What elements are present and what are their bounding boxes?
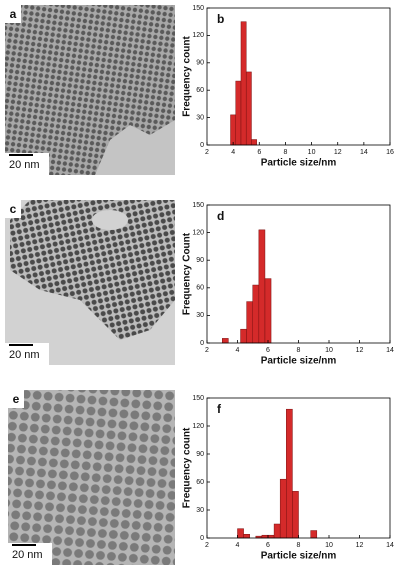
y-tick-label: 30: [196, 114, 204, 121]
x-tick-label: 4: [231, 149, 235, 156]
x-tick-label: 12: [356, 542, 364, 549]
x-tick-label: 8: [297, 542, 301, 549]
plot-frame: [206, 7, 391, 146]
bar: [310, 530, 318, 539]
y-tick-label: 60: [196, 87, 204, 94]
y-tick-label: 0: [200, 340, 204, 347]
y-tick-label: 120: [192, 32, 204, 39]
tem-image-c: [5, 200, 175, 365]
bar: [251, 139, 257, 146]
y-tick-label: 120: [192, 229, 204, 236]
bar: [235, 80, 242, 146]
bar: [246, 301, 253, 344]
y-tick-label: 0: [200, 535, 204, 542]
y-axis-label: Frequency count: [182, 36, 193, 117]
x-axis-label: Particle size/nm: [261, 551, 337, 562]
scale-bar-bg: [5, 343, 49, 365]
bar: [243, 534, 250, 539]
y-tick-label: 30: [196, 507, 204, 514]
scale-bar-bg: [5, 153, 49, 175]
bar: [222, 338, 229, 344]
x-tick-label: 8: [283, 149, 287, 156]
x-tick-label: 10: [325, 542, 333, 549]
bar: [261, 534, 269, 539]
scale-bar-label: 20 nm: [9, 159, 40, 171]
y-tick-label: 60: [196, 285, 204, 292]
y-tick-label: 150: [192, 202, 204, 209]
tem-image-a: [5, 5, 175, 175]
bar: [286, 408, 293, 539]
bar: [264, 278, 272, 344]
bar: [292, 491, 299, 539]
scale-bar-label: 20 nm: [9, 349, 40, 361]
bar: [252, 284, 260, 344]
x-tick-label: 14: [386, 542, 394, 549]
panel-label-bg: [5, 200, 21, 218]
bar: [279, 478, 287, 539]
panel-label: a: [10, 7, 17, 21]
panel-label-bg: [5, 5, 21, 23]
tem-image-e: [8, 390, 175, 565]
x-tick-label: 4: [236, 542, 240, 549]
y-tick-label: 90: [196, 257, 204, 264]
bar: [273, 523, 281, 539]
x-tick-label: 2: [205, 347, 209, 354]
x-tick-label: 12: [334, 149, 342, 156]
bar: [267, 534, 275, 539]
plot-frame: [206, 204, 391, 344]
x-tick-label: 14: [386, 347, 394, 354]
bar: [245, 71, 252, 146]
x-tick-label: 6: [266, 542, 270, 549]
x-tick-label: 2: [205, 542, 209, 549]
x-tick-label: 12: [356, 347, 364, 354]
x-axis-label: Particle size/nm: [261, 158, 337, 169]
bar: [240, 328, 247, 344]
y-tick-label: 30: [196, 312, 204, 319]
x-tick-label: 2: [205, 149, 209, 156]
panel-label: d: [217, 209, 224, 223]
scale-bar-bg: [8, 543, 52, 565]
bar: [230, 114, 237, 146]
panel-label: e: [13, 392, 20, 406]
y-tick-label: 60: [196, 479, 204, 486]
y-tick-label: 150: [192, 5, 204, 12]
x-tick-label: 10: [325, 347, 333, 354]
y-tick-label: 150: [192, 395, 204, 402]
x-tick-label: 16: [386, 149, 394, 156]
y-tick-label: 120: [192, 423, 204, 430]
y-axis-label: Frequency Count: [182, 232, 193, 315]
bar: [258, 229, 266, 344]
x-tick-label: 8: [297, 347, 301, 354]
x-tick-label: 4: [236, 347, 240, 354]
x-axis-label: Particle size/nm: [261, 356, 337, 367]
panel-label-bg: [8, 390, 24, 408]
scale-bar-label: 20 nm: [12, 549, 43, 561]
y-tick-label: 90: [196, 451, 204, 458]
x-tick-label: 6: [257, 149, 261, 156]
y-axis-label: Frequency count: [182, 427, 193, 508]
x-tick-label: 6: [266, 347, 270, 354]
bar: [237, 528, 244, 539]
panel-label: b: [217, 12, 224, 26]
y-tick-label: 0: [200, 142, 204, 149]
x-tick-label: 14: [360, 149, 368, 156]
panel-label: f: [217, 402, 222, 416]
x-tick-label: 10: [308, 149, 316, 156]
panel-label: c: [10, 202, 17, 216]
y-tick-label: 90: [196, 60, 204, 67]
bar: [240, 21, 247, 146]
